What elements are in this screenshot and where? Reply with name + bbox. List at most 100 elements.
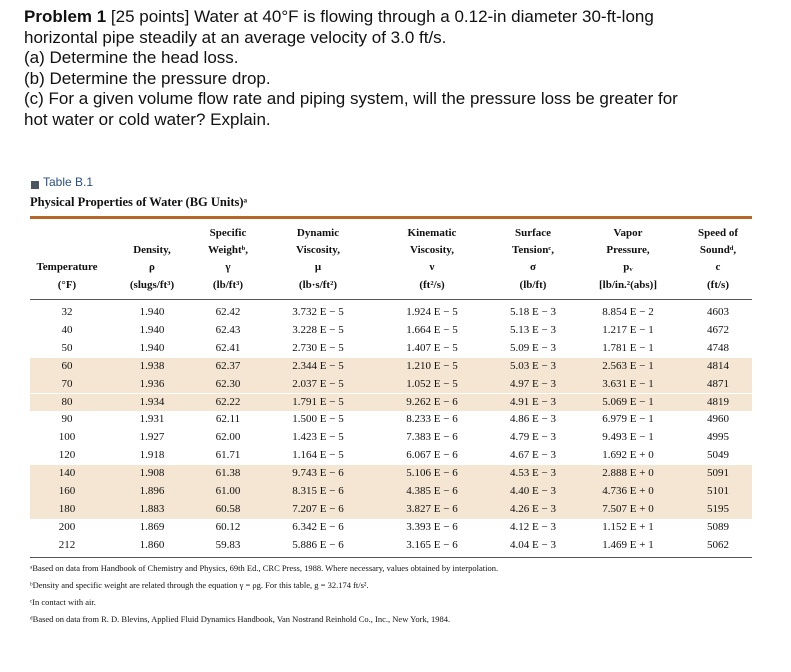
table-cell: 1.940: [139, 306, 165, 318]
table-cell: 5.886 E − 6: [292, 538, 344, 551]
table-cell: 7.507 E + 0: [602, 502, 654, 515]
column-header: γ: [225, 261, 231, 273]
table-label: Table B.1: [43, 175, 94, 189]
table-cell: 3.631 E − 1: [602, 377, 654, 390]
column-header: c: [715, 261, 721, 273]
table-cell: 1.883: [139, 502, 165, 515]
table-cell: 4995: [707, 431, 729, 444]
table-cell: 1.469 E + 1: [602, 538, 654, 551]
table-cell: 1.918: [139, 449, 165, 462]
table-cell: 3.827 E − 6: [406, 502, 458, 515]
table-cell: 5101: [707, 485, 729, 497]
row-shade: [30, 483, 752, 501]
table-icon: [31, 181, 39, 189]
table-cell: 5091: [707, 467, 729, 480]
problem-line: (c) For a given volume flow rate and pip…: [24, 89, 678, 108]
column-header: Speed of: [697, 227, 739, 239]
table-cell: 62.42: [215, 306, 241, 318]
table-cell: 1.664 E − 5: [406, 323, 458, 336]
problem-line: (a) Determine the head loss.: [24, 48, 239, 67]
column-header: Weightᵇ,: [208, 244, 248, 256]
problem-line: horizontal pipe steadily at an average v…: [24, 27, 447, 47]
column-header: μ: [314, 261, 322, 273]
problem-text: [25 points] Water at 40°F is flowing thr…: [106, 7, 654, 26]
column-header: (lb·s/ft²): [298, 279, 338, 291]
rule-bottom: [30, 556, 752, 558]
rule-header: [30, 299, 752, 300]
column-header: Tensionᶜ,: [512, 244, 554, 256]
table-cell: 3.165 E − 6: [406, 538, 458, 551]
table-cell: 1.908: [139, 467, 165, 480]
column-header: [lb/in.²(abs)]: [598, 279, 658, 291]
table-cell: 50: [61, 341, 73, 354]
table-cell: 1.938: [139, 359, 165, 372]
column-header: Density,: [133, 244, 171, 256]
column-header: Temperature: [36, 261, 98, 273]
table-cell: 1.407 E − 5: [406, 341, 458, 354]
table-cell: 5.09 E − 3: [510, 341, 556, 354]
row-shade: [30, 500, 752, 519]
table-cell: 1.217 E − 1: [602, 323, 654, 336]
table-cell: 62.43: [215, 323, 241, 336]
row-shade: [30, 465, 752, 483]
column-header: (°F): [57, 279, 77, 291]
footnote: ᵈBased on data from R. D. Blevins, Appli…: [30, 613, 451, 624]
column-header: (lb/ft): [519, 279, 547, 291]
column-header: Soundᵈ,: [699, 244, 737, 256]
table-cell: 1.692 E + 0: [602, 449, 654, 462]
table-cell: 9.262 E − 6: [406, 395, 458, 408]
footnote: ᵇDensity and specific weight are related…: [30, 579, 369, 590]
table-cell: 60.58: [215, 502, 241, 515]
table-cell: 4960: [707, 413, 729, 426]
table-cell: 5089: [707, 520, 729, 533]
problem-line: hot water or cold water? Explain.: [24, 109, 271, 129]
table-cell: 59.83: [215, 538, 241, 551]
table-cell: 5062: [707, 538, 729, 551]
table-cell: 4.385 E − 6: [406, 485, 458, 497]
table-cell: 4.86 E − 3: [510, 413, 556, 426]
table-cell: 4.91 E − 3: [510, 395, 556, 408]
table-cell: 5.069 E − 1: [602, 395, 654, 408]
column-header: (slugs/ft³): [129, 279, 175, 291]
column-header: (lb/ft³): [212, 279, 244, 291]
table-cell: 60.12: [215, 520, 241, 533]
table-cell: 1.924 E − 5: [406, 306, 458, 318]
table-cell: 140: [58, 467, 76, 480]
table-cell: 4.79 E − 3: [510, 431, 556, 444]
table-cell: 1.152 E + 1: [602, 520, 654, 533]
table-cell: 1.940: [139, 323, 165, 336]
table-cell: 4814: [707, 359, 729, 372]
table-cell: 1.934: [139, 395, 165, 408]
table-cell: 1.164 E − 5: [292, 449, 344, 462]
table-cell: 3.228 E − 5: [292, 323, 344, 336]
table-cell: 4.97 E − 3: [510, 377, 556, 390]
table-cell: 200: [58, 520, 76, 533]
table-cell: 1.896: [139, 485, 165, 497]
column-header: Specific: [209, 227, 247, 239]
table-cell: 7.383 E − 6: [406, 431, 458, 444]
table-cell: 4.736 E + 0: [602, 485, 654, 497]
table-cell: 120: [58, 449, 76, 462]
table-cell: 4748: [707, 341, 729, 354]
table-cell: 2.563 E − 1: [602, 359, 654, 372]
table-cell: 1.936: [139, 377, 165, 390]
table-cell: 8.233 E − 6: [406, 413, 458, 426]
column-header: pᵥ: [623, 261, 633, 273]
problem-line: (b) Determine the pressure drop.: [24, 68, 271, 88]
problem-label: Problem 1: [24, 7, 107, 26]
table-cell: 62.30: [215, 377, 241, 390]
column-header: Pressure,: [606, 244, 650, 256]
table-cell: 160: [58, 485, 76, 497]
column-header: Viscosity,: [410, 244, 454, 256]
table-cell: 1.423 E − 5: [292, 431, 344, 444]
table-cell: 3.732 E − 5: [292, 306, 344, 318]
table-cell: 3.393 E − 6: [406, 520, 458, 533]
table-cell: 70: [61, 377, 73, 390]
table-cell: 32: [61, 306, 73, 318]
table-cell: 6.979 E − 1: [602, 413, 654, 426]
table-cell: 90: [61, 413, 73, 426]
table-cell: 8.315 E − 6: [292, 485, 344, 497]
table-cell: 4672: [707, 323, 729, 336]
table-cell: 4.04 E − 3: [510, 538, 556, 551]
table-cell: 4.53 E − 3: [510, 467, 556, 480]
